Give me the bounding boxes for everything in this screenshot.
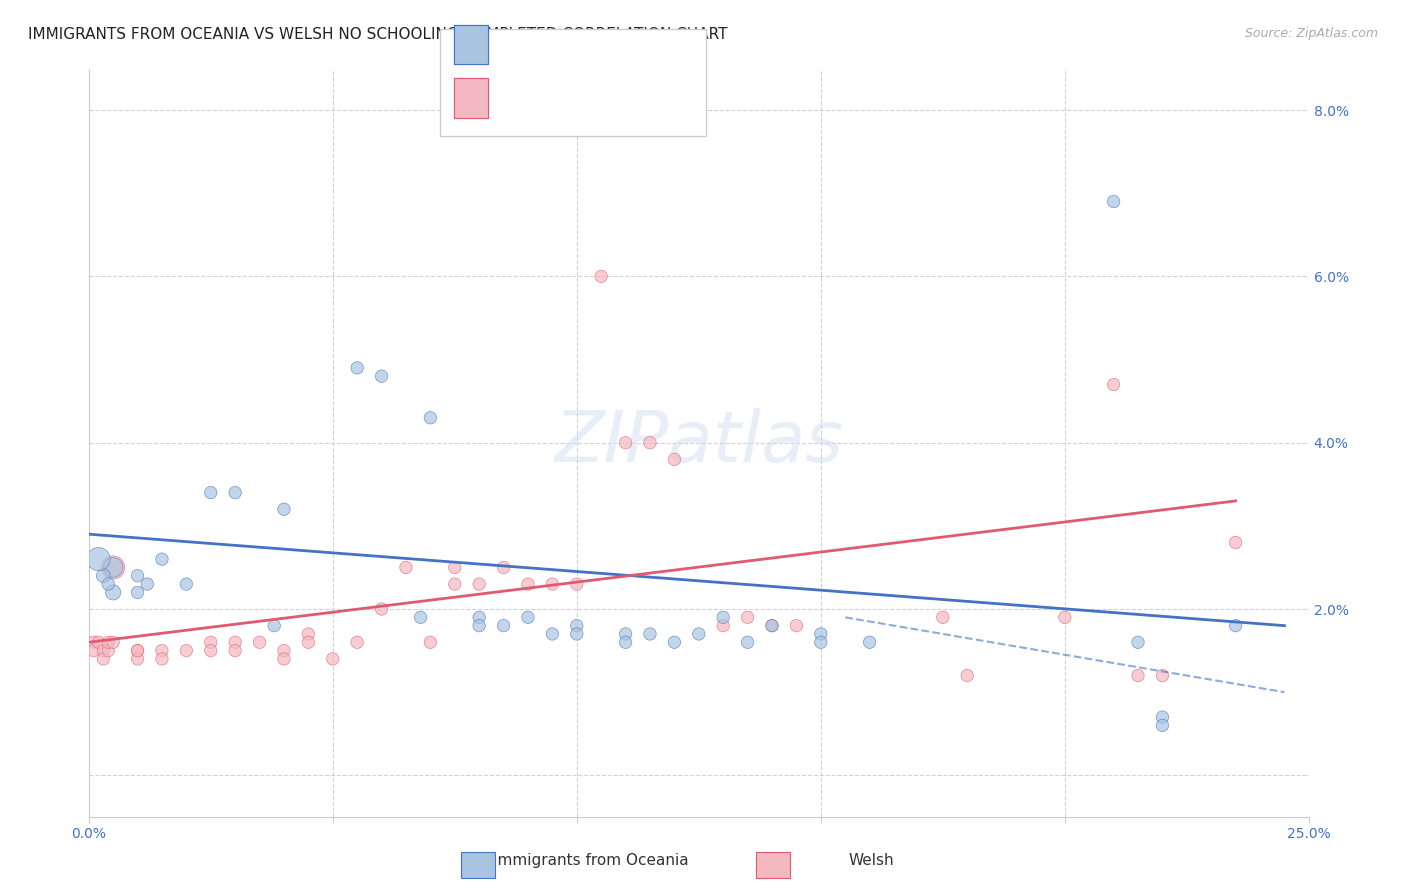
Point [638,627,661,641]
Point [1152,718,1174,732]
Point [87,552,110,566]
Point [711,618,734,632]
Point [224,643,246,657]
Point [87,635,110,649]
Point [273,502,295,516]
Point [419,635,441,649]
Point [737,610,759,624]
Point [1225,618,1247,632]
Point [591,269,613,284]
Point [127,585,149,599]
Point [858,635,880,649]
Point [614,627,637,641]
Point [664,635,686,649]
Point [785,618,807,632]
Point [541,577,564,591]
Point [395,560,418,574]
Point [737,635,759,649]
Point [200,635,222,649]
Point [1152,710,1174,724]
Point [93,568,115,582]
Point [711,610,734,624]
Point [200,485,222,500]
Point [664,452,686,467]
Point [492,560,515,574]
Point [370,369,392,384]
Point [1225,535,1247,549]
Point [200,643,222,657]
Point [127,568,149,582]
Point [1053,610,1076,624]
Point [1126,635,1149,649]
Point [176,577,198,591]
Point [101,560,124,574]
Point [127,652,149,666]
Point [93,652,115,666]
Point [83,643,105,657]
Point [810,635,832,649]
Point [97,635,120,649]
Text: Welsh: Welsh [849,854,894,868]
Point [443,577,465,591]
Text: R = -0.239   N = 25: R = -0.239 N = 25 [492,37,643,52]
Point [136,577,159,591]
Point [517,577,540,591]
Point [127,643,149,657]
Point [224,485,246,500]
Point [517,610,540,624]
Point [297,635,319,649]
Point [1126,668,1149,682]
Point [614,435,637,450]
Point [273,643,295,657]
Point [932,610,955,624]
Point [101,635,124,649]
Text: Immigrants from Oceania: Immigrants from Oceania [492,854,689,868]
Point [761,618,783,632]
Point [322,652,344,666]
Point [101,585,124,599]
Point [409,610,432,624]
Point [638,435,661,450]
Point [565,618,588,632]
Point [273,652,295,666]
Point [614,635,637,649]
Point [150,652,173,666]
Point [1152,668,1174,682]
Text: IMMIGRANTS FROM OCEANIA VS WELSH NO SCHOOLING COMPLETED CORRELATION CHART: IMMIGRANTS FROM OCEANIA VS WELSH NO SCHO… [28,27,728,42]
Text: ZIPatlas: ZIPatlas [554,409,844,477]
Point [1102,194,1125,209]
Point [956,668,979,682]
Point [492,618,515,632]
Point [541,627,564,641]
Point [93,643,115,657]
Point [419,410,441,425]
Point [468,577,491,591]
Point [83,635,105,649]
Point [249,635,271,649]
Point [346,635,368,649]
Point [150,643,173,657]
Point [224,635,246,649]
Point [688,627,710,641]
Point [150,552,173,566]
Point [565,627,588,641]
Point [565,577,588,591]
Point [468,618,491,632]
Point [370,602,392,616]
Point [761,618,783,632]
Point [176,643,198,657]
Point [297,627,319,641]
Point [468,610,491,624]
Point [810,627,832,641]
Point [127,643,149,657]
Text: R =   0.284   N = 39: R = 0.284 N = 39 [492,91,647,105]
Point [263,618,285,632]
Point [443,560,465,574]
Text: Source: ZipAtlas.com: Source: ZipAtlas.com [1244,27,1378,40]
Point [101,560,124,574]
Point [97,643,120,657]
Point [1102,377,1125,392]
Point [97,577,120,591]
Point [346,360,368,375]
